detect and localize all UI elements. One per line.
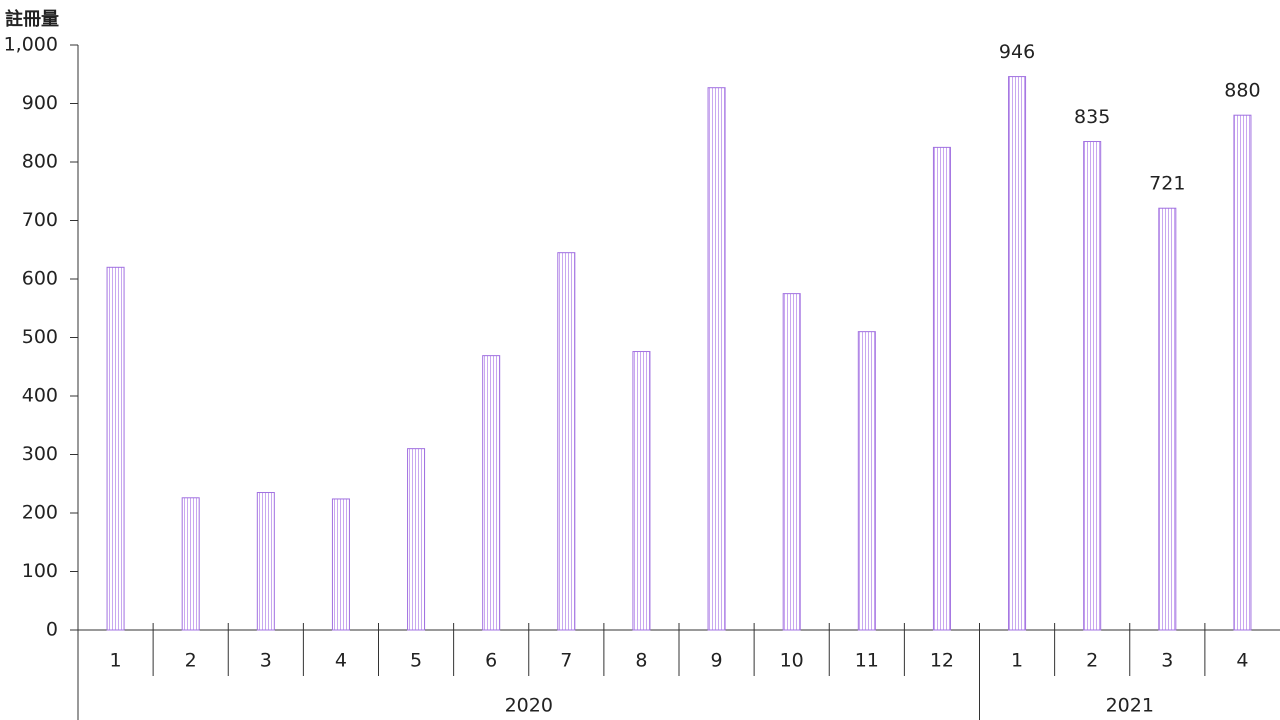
x-tick-label: 12 (930, 650, 954, 672)
bar (1158, 207, 1177, 631)
y-tick-label: 400 (22, 385, 58, 407)
bar (181, 497, 200, 631)
y-tick-label: 500 (22, 326, 58, 348)
value-label: 835 (1074, 106, 1110, 128)
y-tick-label: 600 (22, 268, 58, 290)
x-tick-label: 2 (185, 650, 197, 672)
y-tick-label: 0 (46, 619, 58, 641)
bar (557, 252, 576, 631)
bar (482, 355, 501, 631)
y-tick-label: 700 (22, 209, 58, 231)
x-tick-label: 8 (635, 650, 647, 672)
x-tick-label: 11 (855, 650, 879, 672)
x-tick-label: 9 (711, 650, 723, 672)
bar (407, 448, 426, 631)
y-tick-label: 900 (22, 92, 58, 114)
bar (106, 266, 125, 631)
bar (331, 498, 350, 631)
y-tick-label: 100 (22, 560, 58, 582)
x-tick-label: 1 (110, 650, 122, 672)
bar (1008, 76, 1027, 631)
bar (1233, 114, 1252, 631)
value-label: 721 (1149, 173, 1185, 195)
x-tick-label: 5 (410, 650, 422, 672)
y-axis-title: 註冊量 (5, 8, 59, 30)
x-tick-label: 2 (1086, 650, 1098, 672)
group-label: 2020 (505, 695, 553, 717)
y-tick-label: 300 (22, 443, 58, 465)
y-tick-label: 200 (22, 502, 58, 524)
x-tick-label: 6 (485, 650, 497, 672)
x-tick-label: 1 (1011, 650, 1023, 672)
bar (782, 293, 801, 631)
x-tick-label: 10 (780, 650, 804, 672)
bar (857, 331, 876, 631)
bar (256, 492, 275, 631)
bar (707, 87, 726, 631)
x-tick-label: 3 (1161, 650, 1173, 672)
x-tick-label: 4 (1236, 650, 1248, 672)
bar (1083, 141, 1102, 631)
bar (932, 146, 951, 631)
x-tick-label: 7 (560, 650, 572, 672)
value-label: 880 (1224, 80, 1260, 102)
x-tick-label: 3 (260, 650, 272, 672)
x-tick-label: 4 (335, 650, 347, 672)
bar (632, 351, 651, 631)
y-tick-label: 800 (22, 151, 58, 173)
group-label: 2021 (1106, 695, 1154, 717)
y-tick-label: 1,000 (4, 34, 58, 56)
value-label: 946 (999, 41, 1035, 63)
